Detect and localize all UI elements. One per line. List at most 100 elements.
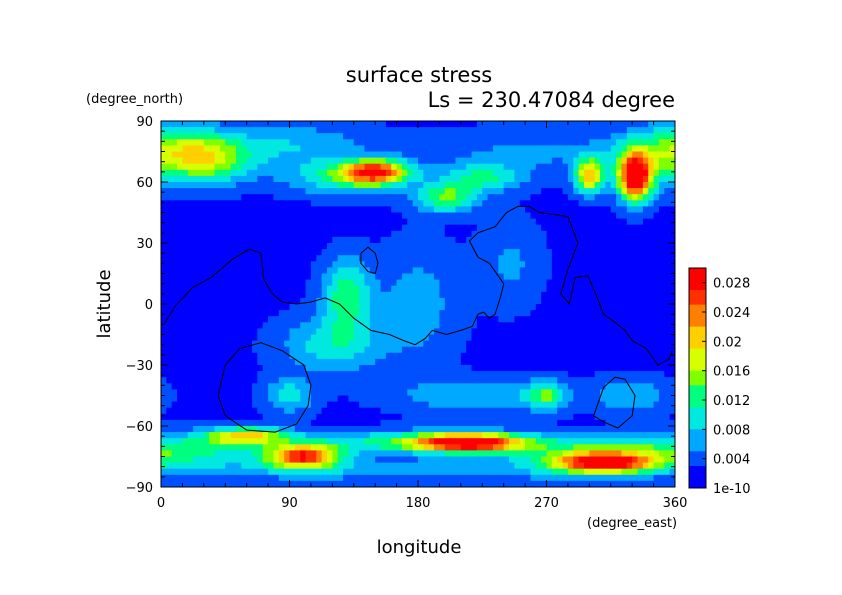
heatmap-cell [658,407,665,415]
heatmap-cell [514,285,521,293]
heatmap-cell [401,419,408,427]
heatmap-cell [353,279,360,287]
heatmap-cell [653,133,660,140]
heatmap-cell [198,188,205,195]
heatmap-cell [182,407,189,415]
heatmap-cell [219,334,226,342]
heatmap-cell [573,352,580,360]
heatmap-cell [610,230,617,238]
heatmap-cell [252,182,258,189]
heatmap-cell [621,383,628,390]
heatmap-cell [359,145,366,153]
heatmap-cell [380,401,387,409]
heatmap-cell [391,432,398,439]
heatmap-cell [492,395,499,403]
heatmap-cell [385,371,392,378]
heatmap-cell [551,230,558,238]
heatmap-cell [262,334,269,342]
heatmap-cell [316,151,323,159]
heatmap-cell [209,352,216,360]
heatmap-cell [444,340,451,348]
heatmap-cell [375,218,382,226]
heatmap-cell [557,358,564,366]
heatmap-cell [466,334,473,342]
heatmap-cell [219,139,226,146]
heatmap-cell [187,182,194,189]
heatmap-cell [353,267,360,275]
heatmap-cell [225,401,232,409]
heatmap-cell [653,316,660,323]
heatmap-cell [246,249,253,256]
heatmap-cell [439,133,446,140]
heatmap-cell [294,255,301,262]
heatmap-cell [455,121,462,128]
heatmap-cell [257,218,264,226]
heatmap-cell [551,243,558,250]
heatmap-cell [669,230,675,238]
heatmap-cell [503,243,510,250]
heatmap-cell [230,426,237,433]
heatmap-cell [252,236,258,244]
heatmap-cell [562,297,569,305]
heatmap-cell [284,352,291,360]
heatmap-cell [369,212,376,220]
heatmap-cell [434,371,441,378]
heatmap-cell [214,304,221,311]
heatmap-cell [396,182,403,189]
heatmap-cell [273,334,280,342]
heatmap-cell [578,297,585,305]
heatmap-cell [573,304,580,311]
heatmap-cell [407,163,414,171]
heatmap-cell [642,413,649,421]
heatmap-cell [573,291,580,299]
heatmap-cell [557,255,564,262]
heatmap-cell [573,206,580,214]
heatmap-cell [610,328,617,336]
heatmap-cell [578,285,585,293]
heatmap-cell [348,200,355,207]
heatmap-cell [498,346,505,354]
heatmap-cell [198,401,205,409]
heatmap-cell [289,419,296,427]
heatmap-cell [669,432,675,439]
heatmap-cell [214,200,221,207]
heatmap-cell [316,218,323,226]
heatmap-cell [492,230,499,238]
heatmap-cell [642,212,649,220]
heatmap-cell [407,206,414,214]
heatmap-cell [562,267,569,275]
heatmap-cell [300,145,307,153]
heatmap-cell [219,316,226,323]
heatmap-cell [166,218,173,226]
heatmap-cell [626,243,633,250]
heatmap-cell [310,255,317,262]
heatmap-cell [193,279,200,287]
heatmap-cell [653,365,660,372]
heatmap-cell [305,206,312,214]
heatmap-cell [193,285,200,293]
heatmap-cell [600,188,606,195]
heatmap-cell [407,322,414,329]
heatmap-cell [562,377,569,384]
heatmap-cell [262,322,269,329]
heatmap-cell [177,273,184,281]
heatmap-cell [241,316,248,323]
heatmap-cell [257,139,264,146]
heatmap-cell [626,145,633,153]
heatmap-cell [289,249,296,256]
heatmap-cell [171,151,178,159]
heatmap-cell [289,426,296,433]
heatmap-cell [423,432,430,439]
heatmap-cell [519,285,526,293]
heatmap-cell [450,346,457,354]
heatmap-cell [321,340,328,348]
heatmap-cell [326,255,333,262]
heatmap-cell [573,419,580,427]
heatmap-cell [632,365,639,372]
heatmap-cell [193,243,200,250]
heatmap-cell [509,127,515,134]
heatmap-cell [578,279,585,287]
heatmap-cell [294,139,301,146]
heatmap-cell [230,133,237,140]
heatmap-cell [219,236,226,244]
